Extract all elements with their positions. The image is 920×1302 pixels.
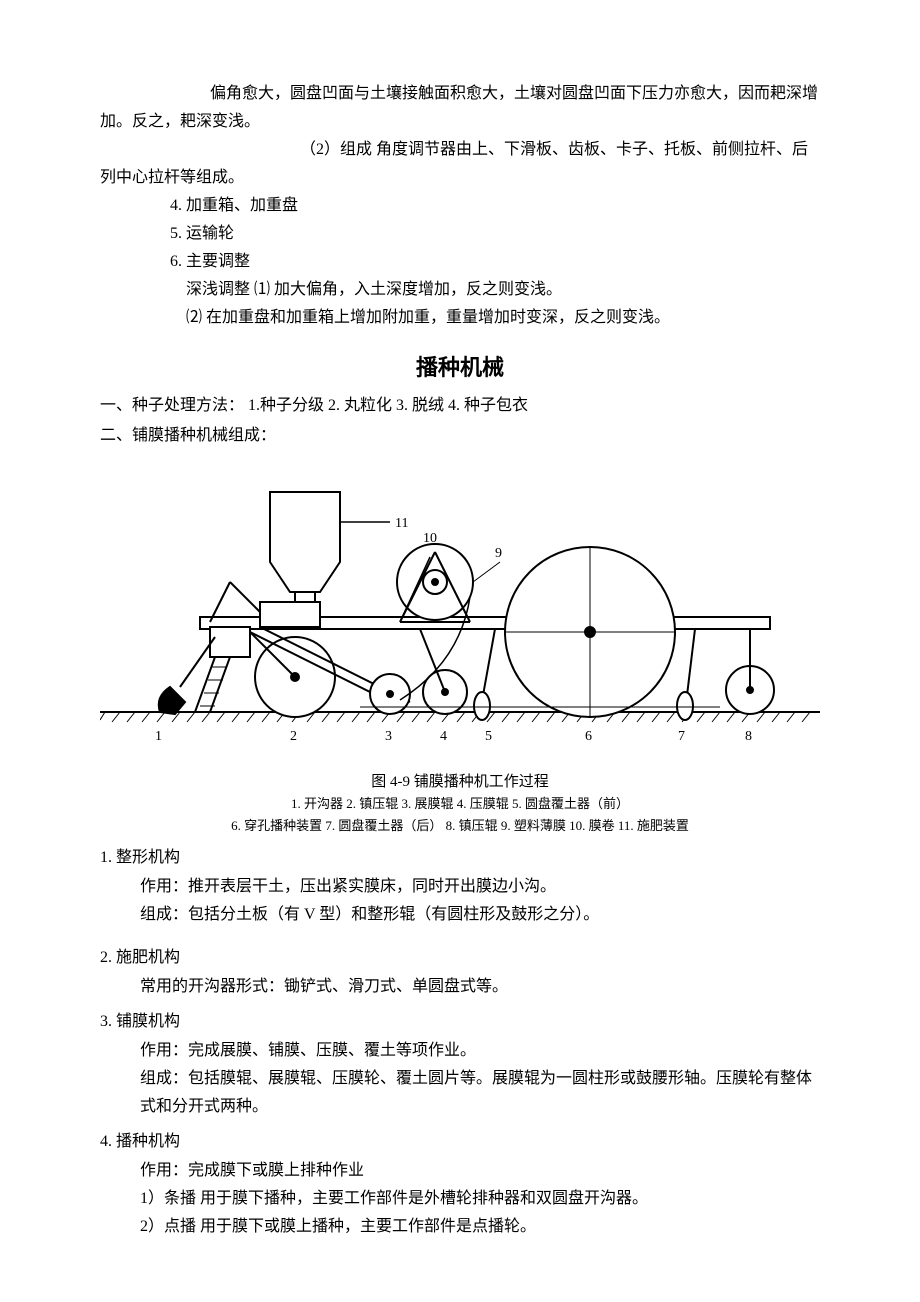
mech-1-comp: 组成：包括分土板（有 V 型）和整形辊（有圆柱形及鼓形之分）。: [140, 901, 820, 929]
label-6: 6: [585, 729, 592, 744]
adjust-line-2: ⑵ 在加重盘和加重箱上增加附加重，重量增加时变深，反之则变浅。: [186, 304, 820, 332]
mech-2-text: 常用的开沟器形式：锄铲式、滑刀式、单圆盘式等。: [140, 973, 820, 1001]
mech-1-use: 作用：推开表层干土，压出紧实膜床，同时开出膜边小沟。: [140, 873, 820, 901]
label-7: 7: [678, 729, 685, 744]
figure-legend-line-2: 6. 穿孔播种装置 7. 圆盘覆土器（后） 8. 镇压辊 9. 塑料薄膜 10.…: [100, 815, 820, 837]
mech-3-heading: 3. 铺膜机构: [100, 1007, 820, 1037]
mech-4-heading: 4. 播种机构: [100, 1127, 820, 1157]
mech-1-heading: 1. 整形机构: [100, 843, 820, 873]
label-3: 3: [385, 729, 392, 744]
label-2: 2: [290, 729, 297, 744]
figure-legend-line-1: 1. 开沟器 2. 镇压辊 3. 展膜辊 4. 压膜辊 5. 圆盘覆土器（前）: [100, 793, 820, 815]
mech-4-point: 2）点播 用于膜下或膜上播种，主要工作部件是点播轮。: [140, 1213, 820, 1241]
list-item-5: 5. 运输轮: [170, 220, 820, 248]
list-item-6: 6. 主要调整: [170, 248, 820, 276]
section-1: 一、种子处理方法： 1.种子分级 2. 丸粒化 3. 脱绒 4. 种子包衣: [100, 392, 820, 420]
label-9: 9: [495, 546, 502, 561]
adjust-line-1: 深浅调整 ⑴ 加大偏角，入土深度增加，反之则变浅。: [186, 276, 820, 304]
mech-4-row: 1）条播 用于膜下播种，主要工作部件是外槽轮排种器和双圆盘开沟器。: [140, 1185, 820, 1213]
intro-paragraph-1: 偏角愈大，圆盘凹面与土壤接触面积愈大，土壤对圆盘凹面下压力亦愈大，因而耙深增加。…: [100, 80, 820, 136]
mech-4-use: 作用：完成膜下或膜上排种作业: [140, 1157, 820, 1185]
mech-3-use: 作用：完成展膜、铺膜、压膜、覆土等项作业。: [140, 1037, 820, 1065]
mech-3-comp: 组成：包括膜辊、展膜辊、压膜轮、覆土圆片等。展膜辊为一圆柱形或鼓腰形轴。压膜轮有…: [140, 1065, 820, 1121]
section-2: 二、铺膜播种机械组成：: [100, 422, 820, 450]
label-1: 1: [155, 729, 162, 744]
intro-paragraph-2: （2）组成 角度调节器由上、下滑板、齿板、卡子、托板、前侧拉杆、后列中心拉杆等组…: [100, 136, 820, 192]
label-8: 8: [745, 729, 752, 744]
label-11: 11: [395, 516, 408, 531]
label-5: 5: [485, 729, 492, 744]
label-4: 4: [440, 729, 447, 744]
seeder-schematic-svg: 11 1 2: [100, 462, 820, 762]
figure-caption: 图 4-9 铺膜播种机工作过程: [100, 770, 820, 791]
label-10: 10: [423, 531, 437, 546]
figure-diagram: 11 1 2: [100, 462, 820, 762]
mech-2-heading: 2. 施肥机构: [100, 943, 820, 973]
main-title: 播种机械: [100, 350, 820, 382]
list-item-4: 4. 加重箱、加重盘: [170, 192, 820, 220]
mechanism-list: 1. 整形机构 作用：推开表层干土，压出紧实膜床，同时开出膜边小沟。 组成：包括…: [100, 843, 820, 1241]
document-page: 偏角愈大，圆盘凹面与土壤接触面积愈大，土壤对圆盘凹面下压力亦愈大，因而耙深增加。…: [0, 0, 920, 1302]
